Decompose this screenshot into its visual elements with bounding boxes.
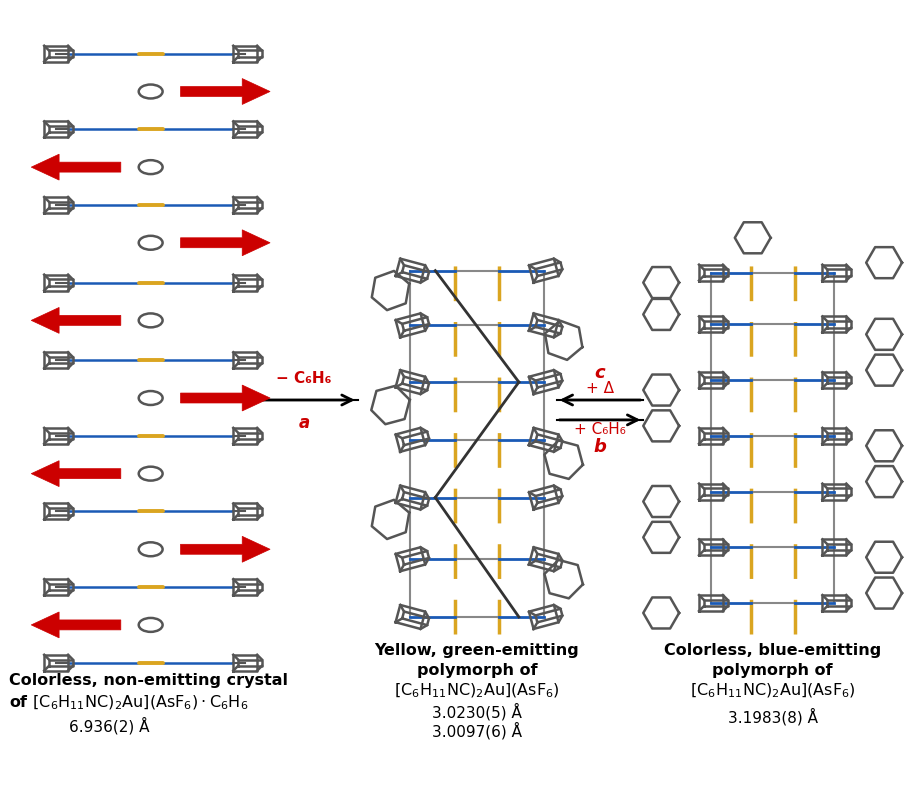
Polygon shape xyxy=(31,612,121,638)
Text: + Δ: + Δ xyxy=(586,381,614,396)
Text: + C₆H₆: + C₆H₆ xyxy=(574,422,626,437)
Text: polymorph of: polymorph of xyxy=(416,663,537,678)
Polygon shape xyxy=(31,307,121,334)
Text: 3.0097(6) Å: 3.0097(6) Å xyxy=(432,722,522,739)
Polygon shape xyxy=(180,385,270,411)
Text: a: a xyxy=(298,414,310,432)
Polygon shape xyxy=(180,78,270,105)
Polygon shape xyxy=(31,154,121,180)
Text: $[\mathrm{C_6H_{11}NC)_2Au](AsF_6)}$: $[\mathrm{C_6H_{11}NC)_2Au](AsF_6)}$ xyxy=(690,682,855,700)
Text: $[\mathrm{C_6H_{11}NC)_2Au](AsF_6)}$: $[\mathrm{C_6H_{11}NC)_2Au](AsF_6)}$ xyxy=(394,682,560,700)
Text: 6.936(2) Å: 6.936(2) Å xyxy=(69,717,149,734)
Text: − C₆H₆: − C₆H₆ xyxy=(276,371,332,386)
Text: b: b xyxy=(594,438,607,456)
Polygon shape xyxy=(180,230,270,256)
Polygon shape xyxy=(31,461,121,486)
Text: Yellow, green-emitting: Yellow, green-emitting xyxy=(374,643,579,658)
Polygon shape xyxy=(180,536,270,562)
Text: Colorless, non-emitting crystal: Colorless, non-emitting crystal xyxy=(9,673,289,688)
Text: polymorph of: polymorph of xyxy=(712,663,833,678)
Text: 3.1983(8) Å: 3.1983(8) Å xyxy=(728,708,818,726)
Text: Colorless, blue-emitting: Colorless, blue-emitting xyxy=(664,643,881,658)
Text: of $[\mathrm{C_6H_{11}NC)_2Au](AsF_6) \cdot C_6H_6}$: of $[\mathrm{C_6H_{11}NC)_2Au](AsF_6) \c… xyxy=(9,694,249,712)
Text: 3.0230(5) Å: 3.0230(5) Å xyxy=(432,702,522,720)
Text: c: c xyxy=(595,364,605,382)
